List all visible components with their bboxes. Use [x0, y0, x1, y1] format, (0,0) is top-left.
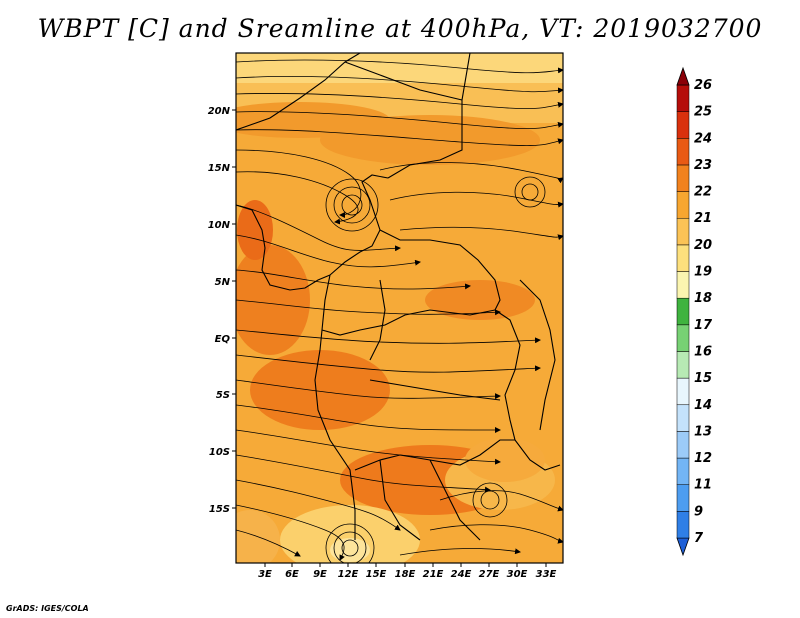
- lon-tick-label: 18E: [395, 569, 416, 580]
- colorbar-label: 18: [694, 291, 712, 306]
- colorbar-segment: [676, 484, 690, 512]
- lat-tick-label: 20N: [208, 106, 231, 117]
- lon-tick-label: 3E: [258, 569, 272, 580]
- lon-tick-label: 9E: [313, 569, 327, 580]
- lat-tick-label: 5N: [215, 277, 231, 288]
- lat-tick-label: 5S: [216, 390, 230, 401]
- colorbar-segment: [676, 404, 690, 432]
- colorbar-label: 25: [694, 105, 712, 120]
- lon-tick-label: 15E: [366, 569, 387, 580]
- colorbar-label: 12: [694, 451, 712, 466]
- credit-label: GrADS: IGES/COLA: [6, 604, 89, 613]
- colorbar-label: 23: [694, 158, 712, 173]
- colorbar-segment: [676, 84, 690, 112]
- colorbar-segment: [676, 431, 690, 459]
- lat-tick-label: 10N: [208, 220, 231, 231]
- colorbar-label: 20: [694, 238, 712, 253]
- colorbar-label: 17: [694, 318, 713, 333]
- colorbar-label: 9: [694, 504, 703, 519]
- lon-tick-label: 12E: [338, 569, 359, 580]
- map-panel: [236, 53, 563, 563]
- colorbar: 7 9 11 12 13 14 15 16 17 18 19 20 21 22 23 24 25 26: [676, 66, 713, 557]
- colorbar-segment: [676, 138, 690, 166]
- colorbar-label: 14: [694, 398, 712, 413]
- streamlines: [236, 59, 563, 563]
- colorbar-segment: [676, 66, 690, 86]
- lat-tick-label: EQ: [215, 334, 231, 345]
- colorbar-segment: [676, 377, 690, 406]
- colorbar-segment: [676, 537, 690, 557]
- colorbar-segment: [676, 324, 690, 352]
- colorbar-segment: [676, 191, 690, 219]
- country-borders: [236, 53, 561, 541]
- lon-tick-label: 30E: [507, 569, 528, 580]
- colorbar-label: 13: [694, 424, 712, 439]
- colorbar-segment: [676, 351, 690, 379]
- colorbar-label: 11: [694, 478, 712, 493]
- colorbar-label: 7: [694, 531, 704, 546]
- map-frame: [235, 52, 564, 564]
- colorbar-segment: [676, 511, 690, 539]
- lon-tick-label: 33E: [536, 569, 557, 580]
- colorbar-label: 24: [694, 131, 712, 146]
- colorbar-segment: [676, 164, 690, 192]
- lat-tick-label: 10S: [209, 447, 230, 458]
- lon-tick-label: 6E: [285, 569, 299, 580]
- colorbar-label: 22: [694, 185, 712, 200]
- colorbar-segment: [676, 244, 690, 272]
- lat-axis: 20N 15N 10N 5N EQ 5S 10S 15S: [208, 106, 236, 515]
- lon-tick-label: 27E: [479, 569, 500, 580]
- lon-axis: 3E 6E 9E 12E 15E 18E 21E 24E 27E 30E 33E: [258, 563, 557, 580]
- colorbar-segment: [676, 271, 690, 299]
- colorbar-segment: [676, 457, 690, 485]
- chart-title: WBPT [C] and Sreamline at 400hPa, VT: 20…: [37, 14, 763, 43]
- colorbar-segment: [676, 111, 690, 139]
- lat-tick-label: 15N: [208, 163, 231, 174]
- colorbar-label: 16: [694, 344, 712, 359]
- lon-tick-label: 24E: [451, 569, 472, 580]
- colorbar-label: 19: [694, 265, 712, 280]
- colorbar-label: 15: [694, 371, 712, 386]
- colorbar-label: 21: [694, 211, 712, 226]
- colorbar-segment: [676, 297, 690, 326]
- colorbar-segment: [676, 217, 690, 246]
- colorbar-label: 26: [694, 78, 712, 93]
- lon-tick-label: 21E: [423, 569, 444, 580]
- lat-tick-label: 15S: [209, 504, 230, 515]
